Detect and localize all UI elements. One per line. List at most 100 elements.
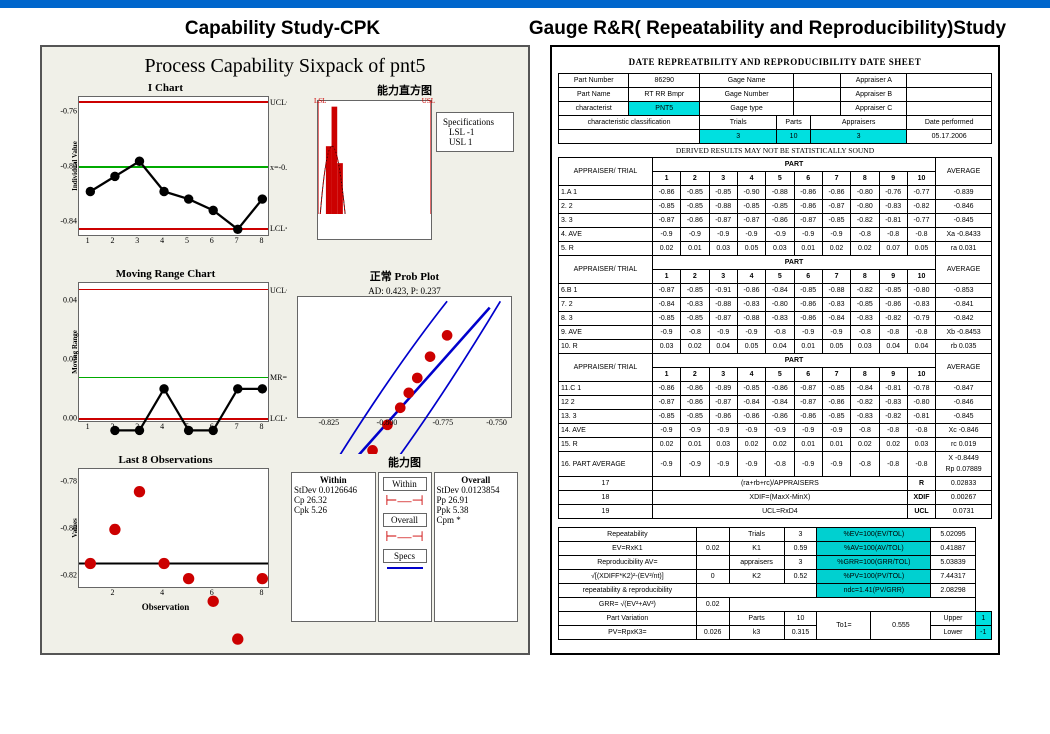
cell: 5.03839 xyxy=(931,556,975,570)
mr-ylabel: Moving Range xyxy=(71,330,79,374)
cell: -0.83 xyxy=(907,298,935,312)
cell: -0.9 xyxy=(822,326,850,340)
xtick: 6 xyxy=(210,588,214,597)
cell: Parts xyxy=(729,612,784,626)
cell: -0.85 xyxy=(652,410,680,424)
cell: 7 xyxy=(822,270,850,284)
cell: K1 xyxy=(729,542,784,556)
cell: -0.87 xyxy=(822,200,850,214)
hist-svg xyxy=(318,101,431,214)
cell: -0.9 xyxy=(737,228,765,242)
cell: 0.03 xyxy=(766,242,794,256)
cell: -0.9 xyxy=(822,452,850,477)
xtick: 7 xyxy=(235,422,239,431)
cell: 3 xyxy=(784,556,817,570)
cell: XDIF=(MaxX-MinX) xyxy=(652,491,907,505)
cell: -0.82 xyxy=(879,312,907,326)
cell: 0.02 xyxy=(696,542,729,556)
cell: -0.83 xyxy=(681,298,709,312)
cell: -0.80 xyxy=(907,284,935,298)
cell: 1 xyxy=(652,368,680,382)
cell: characterist xyxy=(559,102,629,116)
right-title: Gauge R&R( Repeatability and Reproducibi… xyxy=(525,18,1010,40)
cell: Xc -0.846 xyxy=(936,424,992,438)
cell: 9. AVE xyxy=(559,326,653,340)
cell: -0.86 xyxy=(822,396,850,410)
cell: 2 xyxy=(681,270,709,284)
cell: -0.84 xyxy=(766,284,794,298)
cell: Xa -0.8433 xyxy=(936,228,992,242)
cell: 5 xyxy=(766,172,794,186)
cell: 0.04 xyxy=(709,340,737,354)
cell: Trials xyxy=(729,528,784,542)
cell: -0.9 xyxy=(766,228,794,242)
cell: 0.02 xyxy=(851,242,879,256)
cell: 0.01 xyxy=(822,438,850,452)
cell: 9 xyxy=(879,172,907,186)
top-accent-bar xyxy=(0,0,1050,8)
cell: 0.05 xyxy=(822,340,850,354)
cell: (ra+rb+rc)/APPRAISERS xyxy=(652,477,907,491)
cell: 10 xyxy=(777,130,811,144)
cell: -0.85 xyxy=(822,214,850,228)
cell: -0.85 xyxy=(681,410,709,424)
cell: -0.80 xyxy=(907,396,935,410)
cell: -0.85 xyxy=(766,200,794,214)
cell: -0.9 xyxy=(794,452,822,477)
cell: -0.86 xyxy=(794,298,822,312)
cell: Gage Number xyxy=(700,88,794,102)
cell: -0.9 xyxy=(652,326,680,340)
cell: 4 xyxy=(737,368,765,382)
grr-header-table: Part Number 86290 Gage Name Appraiser A … xyxy=(558,73,992,144)
cell: -0.85 xyxy=(822,382,850,396)
cell: 2 xyxy=(681,172,709,186)
cell: -0.846 xyxy=(936,396,992,410)
ytick: 0.02 xyxy=(63,354,79,363)
cell: appraisers xyxy=(729,556,784,570)
cell: 3 xyxy=(709,270,737,284)
cell: -0.847 xyxy=(936,382,992,396)
cell: 86290 xyxy=(629,74,700,88)
cell: 4 xyxy=(737,270,765,284)
cell: 2 xyxy=(681,368,709,382)
xtick: 1 xyxy=(86,236,90,245)
cell: -0.88 xyxy=(737,312,765,326)
cell: 0.315 xyxy=(784,626,817,640)
cell: 4. AVE xyxy=(559,228,653,242)
within-cp: Cp 26.32 xyxy=(294,495,373,505)
cell: -0.841 xyxy=(936,298,992,312)
cell: -0.85 xyxy=(652,200,680,214)
cell: 1 xyxy=(975,612,991,626)
cell: 19 xyxy=(559,505,653,519)
cell: 7.44317 xyxy=(931,570,975,584)
mr-title: Moving Range Chart xyxy=(48,268,283,280)
cell: -0.82 xyxy=(851,284,879,298)
cell: 0.02 xyxy=(822,242,850,256)
cell: 0.41887 xyxy=(931,542,975,556)
cell: 0.02 xyxy=(879,438,907,452)
cell: 10. R xyxy=(559,340,653,354)
cell: 0.00267 xyxy=(936,491,992,505)
cell: -0.84 xyxy=(766,396,794,410)
cell: 0.555 xyxy=(871,612,931,640)
cell: 05.17.2006 xyxy=(907,130,992,144)
cell: -0.85 xyxy=(851,298,879,312)
cell: 9 xyxy=(879,368,907,382)
cell: -0.8 xyxy=(907,228,935,242)
cell: -0.8 xyxy=(851,326,879,340)
cell: 3 xyxy=(810,130,906,144)
grr-title: DATE REPREATBILITY AND REPRODUCIBILITY D… xyxy=(558,57,992,67)
cell: 6.B 1 xyxy=(559,284,653,298)
cell: 5.02095 xyxy=(931,528,975,542)
cell: -0.9 xyxy=(652,424,680,438)
cap-specs-label: Specs xyxy=(383,549,427,563)
xtick: -0.750 xyxy=(486,418,507,427)
cell: %PV=100(PV/TOL) xyxy=(817,570,931,584)
cell: 17 xyxy=(559,477,653,491)
cell: -0.78 xyxy=(907,382,935,396)
cell: 9 xyxy=(879,270,907,284)
cell: -0.9 xyxy=(652,228,680,242)
ytick: 0.04 xyxy=(63,295,79,304)
within-cpk: Cpk 5.26 xyxy=(294,505,373,515)
cell: 18 xyxy=(559,491,653,505)
